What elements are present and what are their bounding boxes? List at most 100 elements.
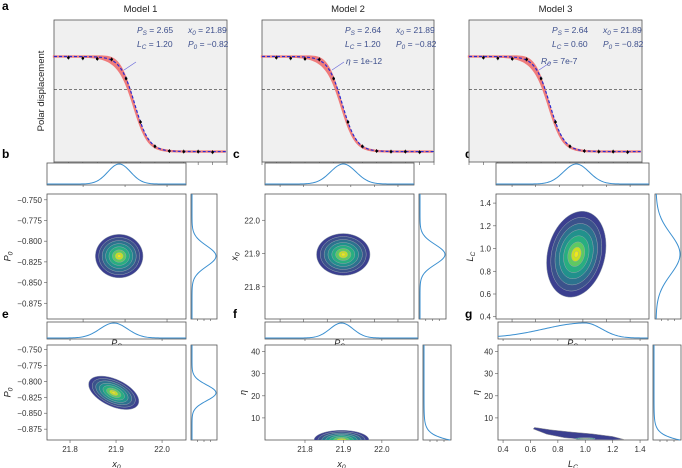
density-contours — [313, 430, 370, 440]
annotation-pointer — [331, 61, 345, 71]
subscript: C — [557, 44, 562, 51]
y-tick-label: 30 — [484, 370, 493, 379]
marginal-top-frame — [497, 321, 649, 340]
data-point — [375, 149, 378, 153]
marginal-top-curve — [265, 163, 414, 185]
symbol: η — [238, 390, 248, 395]
symbol: P — [345, 25, 351, 35]
marginal-top-curve — [265, 322, 418, 339]
marginal-right-curve — [191, 345, 217, 440]
marginal-right-frame — [418, 193, 447, 320]
value: = −0.82 — [405, 39, 436, 49]
y-tick-label: −0.850 — [17, 409, 42, 418]
marginal-top-curve — [497, 322, 649, 339]
data-point — [168, 149, 171, 153]
data-point — [404, 150, 407, 153]
symbol: L — [345, 39, 350, 49]
y-axis-label: η — [238, 390, 248, 395]
data-point — [568, 145, 572, 148]
y-tick-label: −0.825 — [17, 258, 42, 267]
contour-level-8 — [111, 391, 116, 395]
data-point — [597, 150, 601, 153]
y-tick-label: −0.800 — [17, 237, 42, 246]
subscript: S — [351, 30, 356, 37]
contour-level-8 — [341, 252, 346, 257]
annotation-x0: x0 = 21.89 — [395, 25, 435, 37]
marginal-right-frame — [422, 344, 452, 441]
y-tick-label: −0.750 — [17, 196, 42, 205]
y-tick-label: 0.6 — [480, 290, 492, 299]
y-axis-label: P0 — [3, 387, 15, 397]
y-tick-label: 10 — [484, 414, 493, 423]
data-point — [153, 145, 157, 148]
data-point — [124, 77, 128, 80]
value: = 21.89 — [196, 25, 227, 35]
data-point — [211, 150, 214, 154]
symbol: P — [567, 338, 573, 348]
x-tick-label: 0.4 — [498, 445, 510, 454]
density-contours — [95, 234, 144, 279]
annotation-x0: x0 = 21.89 — [602, 25, 642, 37]
marginal-right-frame — [190, 344, 218, 441]
density-contours — [532, 427, 624, 440]
symbol: P — [396, 39, 402, 49]
data-point — [196, 150, 200, 153]
value: = 21.89 — [611, 25, 642, 35]
x-tick-label: 1.4 — [634, 445, 646, 454]
data-point — [482, 56, 485, 59]
annotation-LC: LC = 1.20 — [137, 39, 173, 51]
symbol: x — [602, 25, 608, 35]
x-tick-label: 21.8 — [297, 445, 313, 454]
y-tick-label: 1.0 — [480, 245, 492, 254]
plot-area — [497, 344, 649, 441]
subscript: 0 — [402, 44, 406, 51]
y-tick-label: −0.850 — [17, 279, 42, 288]
model-title: Model 1 — [124, 4, 158, 15]
symbol: η — [346, 56, 351, 66]
model-panel-2: Model 2Position (unit cells)PS = 2.64x0 … — [260, 4, 437, 184]
subscript: 0 — [400, 30, 404, 37]
marginal-top-frame — [46, 162, 187, 186]
annotation-extra: R0 = 7e-7 — [541, 56, 578, 68]
subscript: 0 — [8, 387, 15, 391]
marginal-right-curve — [423, 345, 451, 441]
subscript: C — [470, 251, 477, 256]
plot-area — [53, 19, 228, 163]
panel-letter-c: c — [233, 147, 240, 161]
symbol: η — [471, 390, 481, 395]
marginal-top-frame — [495, 162, 650, 186]
panel-b: 2.602.652.70−0.750−0.775−0.800−0.825−0.8… — [3, 162, 218, 350]
model-panel-3: Model 3Position (unit cells)PS = 2.64x0 … — [467, 4, 644, 184]
y-tick-label: 40 — [251, 348, 260, 357]
plot-area — [468, 19, 643, 163]
x-tick-label: 1.0 — [580, 445, 592, 454]
data-point — [332, 77, 335, 80]
x-axis-label: x0 — [111, 459, 121, 468]
data-point — [389, 150, 393, 153]
data-point — [275, 56, 278, 59]
subscript: 0 — [547, 61, 551, 68]
y-axis-label: η — [471, 390, 481, 395]
subscript: S — [558, 30, 563, 37]
symbol: P — [603, 39, 609, 49]
x-axis-label: LC — [568, 459, 578, 468]
symbol: x — [336, 459, 342, 468]
density-contours — [316, 233, 371, 276]
value: = 7e-7 — [551, 56, 578, 66]
symbol: P — [137, 25, 143, 35]
y-tick-label: 10 — [251, 414, 260, 423]
symbol: P — [111, 338, 117, 348]
symbol: L — [137, 39, 142, 49]
marginal-top-curve — [496, 163, 649, 185]
symbol: x — [187, 25, 193, 35]
y-tick-label: −0.775 — [17, 216, 42, 225]
data-point — [611, 150, 615, 153]
panel-e: 21.8 21.9 22.0 −0.750 −0.775 −0.800 −0.825 −0.8… — [3, 321, 218, 468]
model-panel-1: Model 1Position (unit cells)PS = 2.65x0 … — [52, 4, 229, 184]
marginal-top-frame — [46, 321, 187, 340]
plot-area — [261, 19, 435, 163]
y-tick-label: 1.4 — [480, 199, 492, 208]
symbol: x — [111, 459, 117, 468]
value: = 1.20 — [146, 39, 173, 49]
